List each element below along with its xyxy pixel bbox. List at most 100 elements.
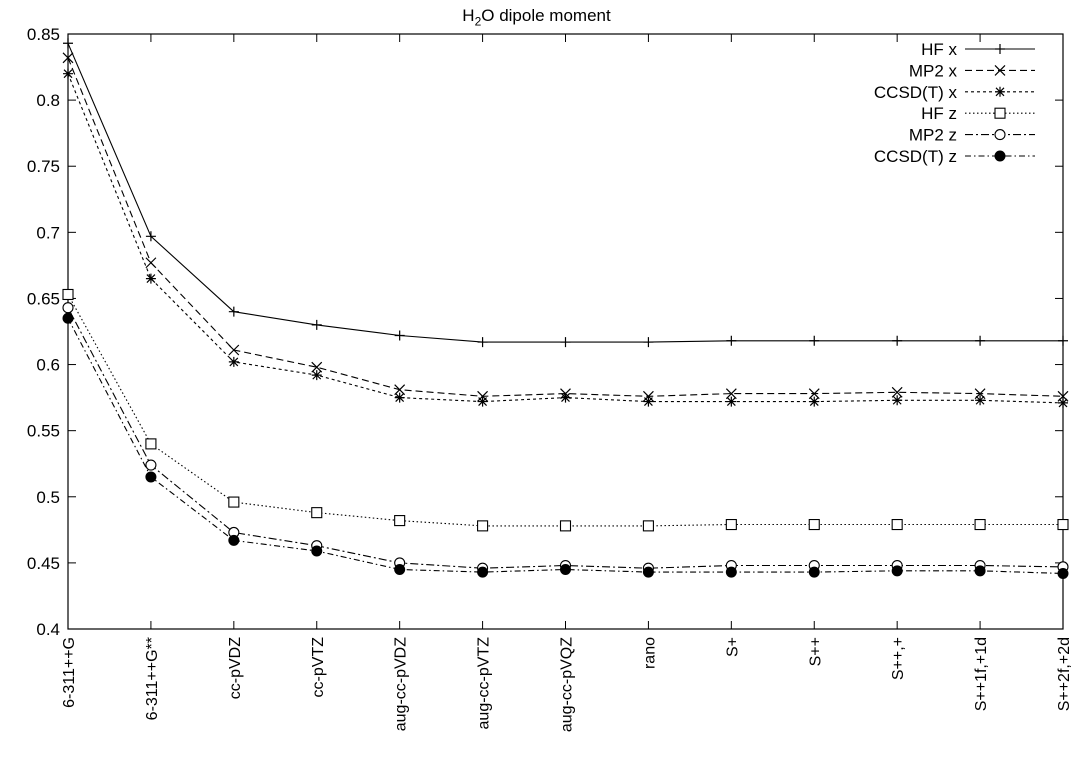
data-point (994, 129, 1006, 141)
data-point (62, 302, 74, 314)
legend: HF x MP2 x CCSD(T) x HF z MP2 z CCSD(T) z (874, 40, 1035, 166)
x-tick-label: S++ (807, 637, 824, 666)
series-ccsd-t-z (62, 312, 1069, 579)
legend-entry: HF x (921, 40, 1035, 59)
series-group (62, 38, 1069, 579)
data-point (643, 396, 654, 407)
data-point (63, 38, 73, 49)
plot-frame (67, 33, 1064, 630)
data-point (1057, 518, 1069, 531)
data-point (228, 534, 240, 546)
series-line (67, 294, 1063, 527)
y-tick-label: 0.5 (36, 488, 60, 507)
data-point (994, 107, 1006, 119)
data-point (311, 507, 323, 519)
y-tick-label: 0.4 (36, 620, 60, 639)
data-point (974, 565, 986, 577)
legend-label: HF z (921, 104, 957, 123)
legend-entry: MP2 x (909, 61, 1035, 80)
data-point (559, 520, 572, 532)
data-point (311, 545, 323, 557)
y-tick-label: 0.55 (27, 422, 60, 441)
y-tick-label: 0.75 (27, 157, 60, 176)
data-point (311, 370, 322, 381)
x-tick-label: cc-pVTZ (310, 637, 327, 698)
x-tick-label: cc-pVDZ (227, 637, 244, 699)
data-point (477, 337, 488, 348)
data-point (808, 388, 820, 400)
data-point (809, 396, 820, 407)
data-point (809, 335, 820, 346)
data-point (725, 388, 737, 400)
data-point (62, 52, 74, 64)
data-point (808, 518, 820, 531)
x-tick-label: S++1f,+1d (973, 637, 990, 711)
data-point (892, 395, 903, 406)
data-point (892, 335, 903, 346)
data-point (394, 330, 405, 341)
data-point (725, 518, 737, 531)
x-tick-label: S+ (724, 637, 741, 657)
data-point (808, 566, 820, 578)
data-point (228, 356, 239, 367)
x-tick-label: aug-cc-pVTZ (476, 637, 493, 730)
data-point (1058, 397, 1068, 408)
series-line (67, 73, 1064, 404)
data-point (311, 361, 323, 373)
data-point (62, 288, 74, 301)
data-point (228, 496, 240, 508)
data-point (477, 520, 489, 532)
series-hf-z (62, 288, 1069, 532)
data-point (643, 337, 654, 348)
data-point (725, 566, 737, 578)
data-point (560, 564, 571, 575)
data-point (975, 395, 986, 406)
data-point (145, 273, 156, 284)
legend-label: MP2 x (909, 61, 958, 80)
data-point (63, 68, 73, 79)
x-tick-label: S++2f,+2d (1056, 637, 1073, 711)
y-tick-label: 0.7 (36, 223, 60, 242)
y-tick-label: 0.6 (36, 356, 60, 375)
data-point (891, 386, 903, 398)
data-point (642, 390, 654, 402)
x-tick-label: 6-311++G (61, 637, 78, 708)
legend-entry: HF z (921, 104, 1035, 123)
data-point (994, 150, 1006, 162)
data-point (1057, 567, 1069, 579)
data-point (891, 565, 903, 577)
data-point (726, 396, 737, 407)
data-point (994, 64, 1006, 76)
axes (67, 33, 1064, 630)
data-point (394, 384, 406, 396)
legend-entry: MP2 z (909, 126, 1035, 145)
data-point (975, 335, 986, 346)
data-point (228, 344, 240, 356)
y-axis: 0.4 0.45 0.5 0.55 0.6 0.65 0.7 0.75 0.8 0.85 (27, 25, 1063, 639)
data-point (995, 86, 1005, 97)
legend-entry: CCSD(T) z (874, 147, 1035, 166)
data-point (145, 471, 157, 483)
x-tick-label: aug-cc-pVQZ (559, 637, 576, 732)
x-tick-label: S++,+ (890, 637, 907, 680)
data-point (974, 518, 986, 531)
data-point (1058, 335, 1068, 346)
data-point (145, 231, 156, 242)
data-point (145, 438, 157, 450)
legend-entry: CCSD(T) x (874, 83, 1035, 102)
series-hf-x (63, 38, 1068, 348)
data-point (726, 335, 737, 346)
data-point (394, 564, 406, 575)
y-tick-label: 0.65 (27, 289, 60, 308)
series-ccsd-t-x (63, 68, 1068, 408)
x-tick-label: aug-cc-pVDZ (393, 637, 410, 731)
data-point (642, 520, 654, 532)
data-point (477, 390, 489, 402)
y-tick-label: 0.85 (27, 25, 60, 44)
data-point (477, 566, 489, 578)
x-axis: 6-311++G 6-311++G** cc-pVDZ cc-pVTZ aug-cc-p… (61, 34, 1073, 732)
legend-label: HF x (921, 40, 957, 59)
data-point (995, 44, 1005, 54)
data-point (560, 337, 571, 348)
